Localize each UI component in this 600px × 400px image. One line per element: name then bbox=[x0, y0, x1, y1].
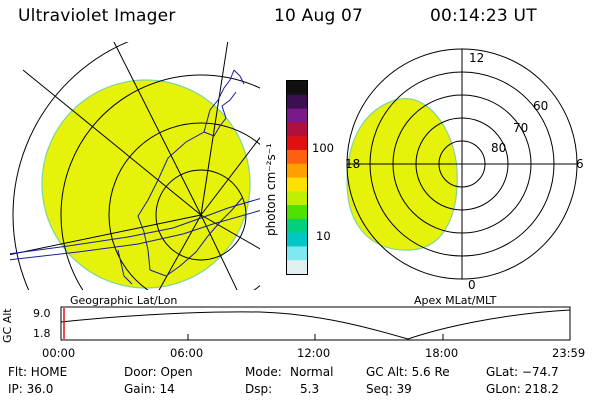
flight-status: Flt: HOME bbox=[8, 365, 68, 379]
altitude-curve bbox=[60, 309, 571, 340]
colorbar-band bbox=[287, 163, 307, 178]
colorbar-band bbox=[287, 149, 307, 165]
mlt-label-18: 18 bbox=[345, 157, 360, 171]
coastline bbox=[10, 69, 260, 285]
app-title: Ultraviolet Imager bbox=[18, 6, 176, 26]
colorbar-band bbox=[287, 94, 307, 110]
glon-status: GLon: 218.2 bbox=[486, 382, 559, 396]
colorbar-band bbox=[287, 108, 307, 123]
colorbar-band bbox=[287, 260, 307, 275]
colorbar-band bbox=[287, 136, 307, 151]
dsp-label: Dsp: bbox=[245, 382, 273, 396]
colorbar-band bbox=[287, 232, 307, 247]
lat-lon-grid bbox=[10, 42, 260, 290]
colorbar-tick-100: 100 bbox=[312, 141, 334, 155]
colorbar-gradient bbox=[287, 81, 307, 275]
polar-grid bbox=[346, 48, 578, 280]
time-label: 00:14:23 UT bbox=[430, 6, 537, 26]
xtick-1800: 18:00 bbox=[425, 346, 459, 360]
apex-label: Apex MLat/MLT bbox=[414, 294, 497, 307]
lat-label-80: 80 bbox=[491, 141, 506, 155]
date-label: 10 Aug 07 bbox=[274, 6, 364, 26]
gc-alt-status: GC Alt: 5.6 Re bbox=[366, 365, 450, 379]
colorbar-band bbox=[287, 218, 307, 234]
mlt-label-0: 0 bbox=[468, 278, 476, 292]
colorbar-band bbox=[287, 246, 307, 261]
colorbar-band bbox=[287, 122, 307, 137]
altitude-ytick-low: 1.8 bbox=[33, 327, 51, 340]
colorbar bbox=[286, 80, 308, 275]
polar-emission bbox=[346, 97, 458, 251]
dsp-value: 5.3 bbox=[300, 382, 320, 396]
glat-status: GLat: −74.7 bbox=[486, 365, 559, 379]
colorbar-band bbox=[287, 205, 307, 220]
colorbar-unit-label: photon cm⁻²s⁻¹ bbox=[264, 143, 278, 236]
altitude-ylabel: GC Alt bbox=[1, 308, 14, 343]
altitude-chart bbox=[60, 306, 571, 341]
xtick-2359: 23:59 bbox=[552, 346, 586, 360]
mode-label: Mode: bbox=[245, 365, 282, 379]
mode-value: Normal bbox=[290, 365, 334, 379]
colorbar-band bbox=[287, 177, 307, 192]
lat-label-60: 60 bbox=[533, 99, 548, 113]
xtick-0000: 00:00 bbox=[42, 346, 76, 360]
xtick-1200: 12:00 bbox=[297, 346, 331, 360]
gain-status: Gain: 14 bbox=[124, 382, 175, 396]
door-status: Door: Open bbox=[124, 365, 193, 379]
xtick-0600: 06:00 bbox=[170, 346, 204, 360]
geographic-image bbox=[10, 42, 260, 290]
altitude-ytick-high: 9.0 bbox=[33, 307, 51, 320]
mlt-label-6: 6 bbox=[576, 157, 584, 171]
seq-status: Seq: 39 bbox=[366, 382, 412, 396]
emission-disk bbox=[41, 79, 251, 289]
geographic-label: Geographic Lat/Lon bbox=[70, 294, 178, 307]
ip-status: IP: 36.0 bbox=[8, 382, 54, 396]
lat-label-70: 70 bbox=[513, 121, 528, 135]
colorbar-band bbox=[287, 81, 307, 96]
polar-plot: 12 18 6 0 60 70 80 bbox=[345, 48, 584, 292]
altitude-xticks-marks bbox=[187, 334, 444, 340]
mlt-label-12: 12 bbox=[469, 51, 484, 65]
colorbar-band bbox=[287, 191, 307, 206]
colorbar-tick-10: 10 bbox=[316, 229, 331, 243]
